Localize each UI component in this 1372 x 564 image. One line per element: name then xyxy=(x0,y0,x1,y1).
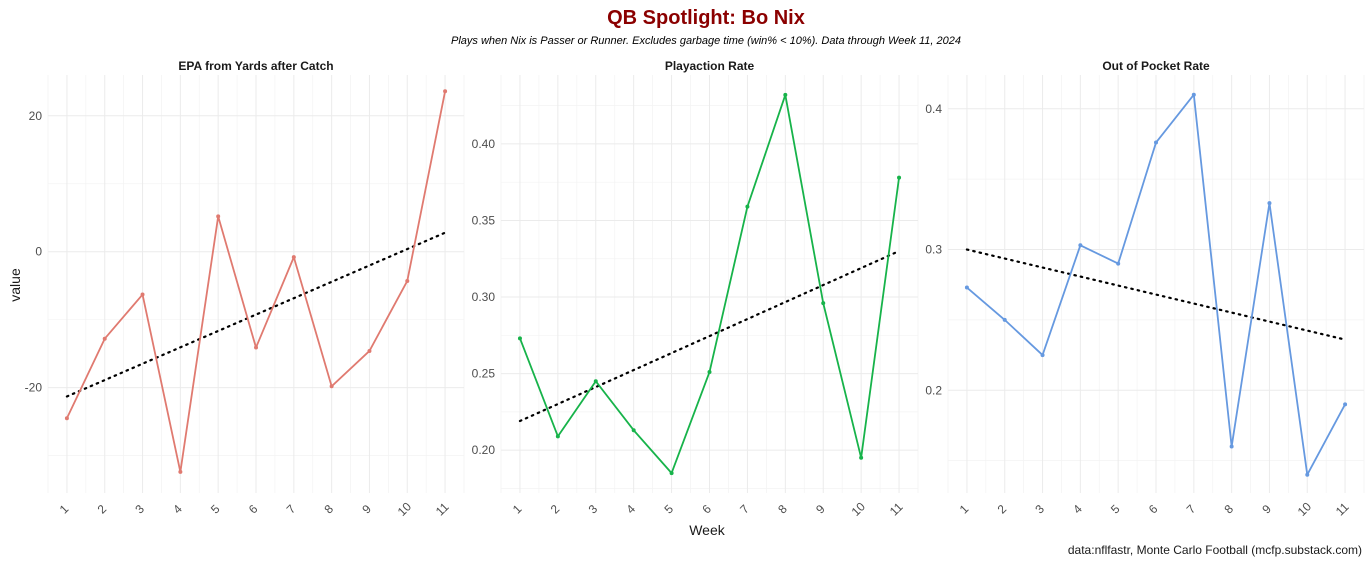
chart-caption: data:nflfastr, Monte Carlo Football (mcf… xyxy=(1068,543,1362,557)
data-point xyxy=(669,471,674,476)
data-point xyxy=(859,455,864,460)
facet-title: Out of Pocket Rate xyxy=(1102,59,1210,73)
x-tick-label: 5 xyxy=(208,502,223,517)
data-point xyxy=(964,285,969,290)
x-tick-label: 6 xyxy=(1146,502,1161,517)
data-point xyxy=(102,336,107,341)
data-point xyxy=(631,428,636,433)
data-point xyxy=(367,348,372,353)
y-tick-label: 0.3 xyxy=(925,243,942,257)
facet-panel: Out of Pocket Rate 0.2 0.3 0.4 1 2 3 4 5 6 7 8 9 10 11 xyxy=(925,59,1365,519)
data-point xyxy=(821,301,826,306)
data-point xyxy=(291,255,296,260)
x-tick-label: 4 xyxy=(624,502,639,517)
facet-title: Playaction Rate xyxy=(665,59,755,73)
y-tick-label: 0.30 xyxy=(472,290,496,304)
x-tick-label: 8 xyxy=(1221,502,1236,517)
data-point xyxy=(1040,353,1045,358)
data-point xyxy=(1116,261,1121,266)
x-tick-label: 7 xyxy=(737,502,752,517)
chart-title: QB Spotlight: Bo Nix xyxy=(607,7,805,29)
x-tick-label: 5 xyxy=(661,502,676,517)
x-tick-label: 9 xyxy=(359,502,374,517)
y-axis-title: value xyxy=(7,268,23,302)
x-tick-label: 5 xyxy=(1108,502,1123,517)
y-tick-label: 0.35 xyxy=(472,213,496,227)
x-tick-label: 3 xyxy=(586,502,601,517)
trend-line xyxy=(965,248,1347,341)
x-tick-label: 2 xyxy=(95,502,110,517)
x-tick-label: 6 xyxy=(246,502,261,517)
data-point xyxy=(216,214,221,219)
facet-panel: EPA from Yards after Catch -20 0 20 1 2 3 4 5 6 7 8… xyxy=(25,59,465,519)
x-tick-label: 2 xyxy=(995,502,1010,517)
facet-panel: Playaction Rate 0.20 0.25 0.30 0.35 0.40 1 2 3 4 5… xyxy=(472,59,919,519)
y-tick-label: 0.40 xyxy=(472,137,496,151)
x-tick-label: 2 xyxy=(548,502,563,517)
data-point xyxy=(1305,472,1310,477)
x-tick-label: 11 xyxy=(887,500,906,519)
data-point xyxy=(593,379,598,384)
data-point xyxy=(254,345,258,350)
data-point xyxy=(707,370,712,375)
data-point xyxy=(1078,243,1083,248)
data-point xyxy=(1343,402,1348,407)
x-tick-label: 7 xyxy=(284,502,299,517)
x-tick-label: 6 xyxy=(699,502,714,517)
x-tick-label: 10 xyxy=(1295,499,1315,519)
x-tick-label: 10 xyxy=(395,499,415,519)
x-tick-label: 10 xyxy=(849,499,869,519)
x-axis-title: Week xyxy=(689,522,726,538)
chart-subtitle: Plays when Nix is Passer or Runner. Excl… xyxy=(451,35,961,47)
y-tick-label: -20 xyxy=(25,381,43,395)
data-point xyxy=(140,292,145,297)
data-point xyxy=(1002,317,1007,322)
x-tick-label: 11 xyxy=(1333,500,1352,519)
trend-line xyxy=(518,249,901,423)
data-point xyxy=(555,434,560,439)
x-tick-label: 11 xyxy=(433,500,452,519)
x-tick-label: 8 xyxy=(775,502,790,517)
x-tick-label: 3 xyxy=(1032,502,1047,517)
data-point xyxy=(517,336,522,341)
x-tick-label: 4 xyxy=(170,502,185,517)
y-tick-label: 0.4 xyxy=(925,102,942,116)
x-tick-label: 9 xyxy=(1259,502,1274,517)
trend-line xyxy=(65,231,447,398)
data-point xyxy=(64,416,69,421)
y-tick-label: 0.25 xyxy=(472,367,496,381)
facet-title: EPA from Yards after Catch xyxy=(178,59,333,73)
data-point xyxy=(897,175,902,180)
data-point xyxy=(443,89,448,94)
data-point xyxy=(745,204,750,209)
x-tick-label: 1 xyxy=(510,502,525,517)
x-tick-label: 1 xyxy=(957,502,972,517)
x-tick-label: 1 xyxy=(57,502,72,517)
data-point xyxy=(329,384,334,389)
y-tick-label: 0.20 xyxy=(472,443,496,457)
data-point xyxy=(1229,444,1234,449)
x-tick-label: 4 xyxy=(1070,502,1085,517)
data-point xyxy=(178,469,183,474)
x-tick-label: 3 xyxy=(132,502,147,517)
x-tick-label: 9 xyxy=(813,502,828,517)
x-tick-label: 7 xyxy=(1184,502,1199,517)
data-point xyxy=(405,278,410,283)
data-point xyxy=(783,92,788,97)
data-point xyxy=(1191,92,1196,97)
y-tick-label: 0 xyxy=(35,245,42,259)
x-tick-label: 8 xyxy=(321,502,336,517)
data-point xyxy=(1154,140,1158,145)
y-tick-label: 0.2 xyxy=(925,383,942,397)
y-tick-label: 20 xyxy=(29,109,43,123)
facet-panels: EPA from Yards after Catch -20 0 20 1 2 3 4 5 6 7 8… xyxy=(25,59,1365,519)
data-point xyxy=(1267,201,1272,206)
